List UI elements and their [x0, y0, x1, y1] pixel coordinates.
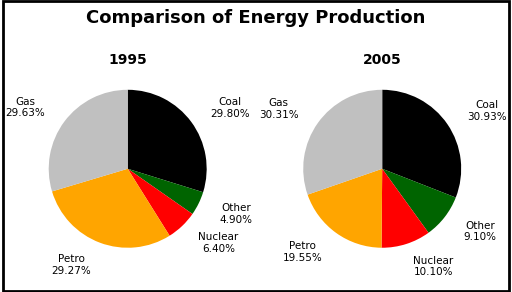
Wedge shape: [49, 90, 127, 192]
Wedge shape: [303, 90, 382, 195]
Text: Other
4.90%: Other 4.90%: [220, 203, 253, 225]
Text: Comparison of Energy Production: Comparison of Energy Production: [87, 9, 425, 27]
Text: Other
9.10%: Other 9.10%: [463, 221, 497, 242]
Text: Gas
29.63%: Gas 29.63%: [6, 97, 46, 118]
Text: Petro
29.27%: Petro 29.27%: [52, 254, 92, 276]
Text: Coal
29.80%: Coal 29.80%: [210, 97, 250, 119]
Wedge shape: [127, 169, 203, 214]
Text: Nuclear
10.10%: Nuclear 10.10%: [413, 256, 454, 277]
Wedge shape: [381, 169, 429, 248]
Wedge shape: [52, 169, 169, 248]
Wedge shape: [382, 90, 461, 197]
Title: 1995: 1995: [109, 53, 147, 67]
Title: 2005: 2005: [363, 53, 401, 67]
Text: Coal
30.93%: Coal 30.93%: [467, 100, 507, 122]
Text: Petro
19.55%: Petro 19.55%: [283, 241, 323, 263]
Text: Nuclear
6.40%: Nuclear 6.40%: [199, 232, 239, 254]
Wedge shape: [127, 90, 207, 192]
Text: Gas
30.31%: Gas 30.31%: [259, 98, 298, 120]
Wedge shape: [308, 169, 382, 248]
Wedge shape: [382, 169, 456, 233]
Wedge shape: [127, 169, 193, 236]
